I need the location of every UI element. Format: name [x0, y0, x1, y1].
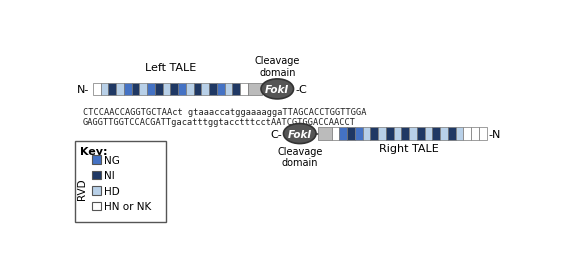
- Bar: [225, 83, 232, 96]
- Ellipse shape: [261, 80, 294, 100]
- Text: HN or NK: HN or NK: [104, 201, 151, 211]
- Bar: [339, 128, 347, 140]
- Bar: [370, 128, 378, 140]
- Bar: [362, 128, 370, 140]
- Bar: [147, 83, 155, 96]
- Bar: [217, 83, 225, 96]
- Text: FokI: FokI: [287, 129, 312, 139]
- Bar: [378, 128, 386, 140]
- Bar: [232, 83, 240, 96]
- Bar: [75, 142, 167, 222]
- Bar: [401, 128, 409, 140]
- Text: N-: N-: [77, 85, 90, 94]
- Text: CTCCAACCAGGTGCTAAct gtaaaccatggaaaaggaTTAGCACCTGGTTGGA: CTCCAACCAGGTGCTAAct gtaaaccatggaaaaggaTT…: [83, 108, 366, 117]
- Bar: [124, 83, 131, 96]
- Bar: [355, 128, 362, 140]
- Text: Left TALE: Left TALE: [145, 63, 196, 73]
- Bar: [155, 83, 163, 96]
- Bar: [248, 83, 262, 96]
- Bar: [424, 128, 432, 140]
- Bar: [163, 83, 170, 96]
- Text: Cleavage
domain: Cleavage domain: [277, 146, 323, 168]
- Bar: [139, 83, 147, 96]
- Text: GAGGTTGGTCCACGATTgacatttggtacctttcctAATCGTGGACCAACCT: GAGGTTGGTCCACGATTgacatttggtacctttcctAATC…: [83, 117, 356, 126]
- Text: Key:: Key:: [80, 146, 108, 156]
- Bar: [440, 128, 448, 140]
- Text: NG: NG: [104, 155, 119, 165]
- Bar: [170, 83, 178, 96]
- Bar: [201, 83, 209, 96]
- Bar: [101, 83, 108, 96]
- Bar: [92, 202, 101, 210]
- Text: Cleavage
domain: Cleavage domain: [254, 56, 300, 77]
- Bar: [463, 128, 471, 140]
- Bar: [108, 83, 116, 96]
- Bar: [417, 128, 424, 140]
- Bar: [92, 156, 101, 164]
- Bar: [456, 128, 463, 140]
- Bar: [318, 128, 332, 140]
- Text: -C: -C: [295, 85, 307, 94]
- Bar: [92, 186, 101, 195]
- Bar: [332, 128, 339, 140]
- Bar: [131, 83, 139, 96]
- Bar: [409, 128, 417, 140]
- Bar: [479, 128, 486, 140]
- Text: -N: -N: [488, 129, 501, 139]
- Text: Right TALE: Right TALE: [379, 143, 439, 153]
- Text: HD: HD: [104, 186, 119, 196]
- Bar: [240, 83, 248, 96]
- Bar: [116, 83, 124, 96]
- Bar: [347, 128, 355, 140]
- Bar: [209, 83, 217, 96]
- Text: NI: NI: [104, 170, 114, 180]
- Bar: [92, 171, 101, 180]
- Bar: [386, 128, 394, 140]
- Text: FokI: FokI: [265, 85, 290, 94]
- Ellipse shape: [283, 124, 316, 144]
- Bar: [93, 83, 101, 96]
- Bar: [471, 128, 479, 140]
- Bar: [193, 83, 201, 96]
- Bar: [394, 128, 401, 140]
- Bar: [178, 83, 186, 96]
- Bar: [448, 128, 456, 140]
- Bar: [186, 83, 193, 96]
- Bar: [432, 128, 440, 140]
- Text: RVD: RVD: [77, 177, 87, 199]
- Text: C-: C-: [270, 129, 282, 139]
